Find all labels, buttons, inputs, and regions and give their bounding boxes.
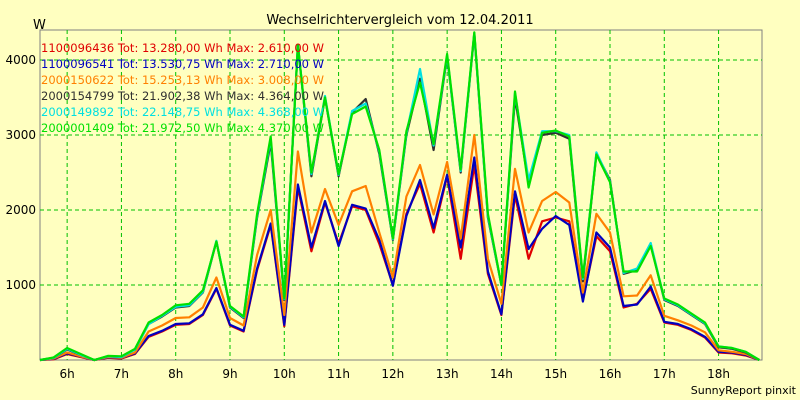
x-tick-label: 8h bbox=[168, 367, 183, 381]
y-tick-label: 3000 bbox=[5, 128, 36, 142]
x-tick-label: 7h bbox=[114, 367, 129, 381]
x-tick-label: 18h bbox=[707, 367, 730, 381]
legend-entry-2000150622: 2000150622 Tot: 15.253,13 Wh Max: 3.008,… bbox=[41, 73, 324, 87]
y-tick-label: 2000 bbox=[5, 203, 36, 217]
x-tick-label: 13h bbox=[436, 367, 459, 381]
x-tick-label: 12h bbox=[381, 367, 404, 381]
legend-entry-2000149892: 2000149892 Tot: 22.148,75 Wh Max: 4.368,… bbox=[41, 105, 324, 119]
x-tick-label: 6h bbox=[60, 367, 75, 381]
series-line-2000150622 bbox=[39, 133, 760, 362]
x-tick-label: 14h bbox=[490, 367, 513, 381]
series-line-1100096541 bbox=[39, 156, 760, 362]
legend-entry-1100096436: 1100096436 Tot: 13.280,00 Wh Max: 2.610,… bbox=[41, 41, 324, 55]
x-tick-label: 11h bbox=[327, 367, 350, 381]
y-tick-label: 4000 bbox=[5, 53, 36, 67]
x-tick-label: 16h bbox=[599, 367, 622, 381]
series-line-2000001409 bbox=[39, 31, 760, 362]
x-tick-label: 10h bbox=[273, 367, 296, 381]
x-tick-label: 15h bbox=[544, 367, 567, 381]
axes: 1000 2000 3000 4000 6h 7h 8h 9h 10h 11h 12h 13h 14h 1… bbox=[5, 53, 730, 381]
plot-area bbox=[39, 29, 763, 361]
legend-entry-2000154799: 2000154799 Tot: 21.902,38 Wh Max: 4.364,… bbox=[41, 89, 324, 103]
legend: 1100096436 Tot: 13.280,00 Wh Max: 2.610,… bbox=[41, 41, 324, 135]
x-tick-label: 17h bbox=[653, 367, 676, 381]
x-tick-label: 9h bbox=[222, 367, 237, 381]
chart-title: Wechselrichtervergleich vom 12.04.2011 bbox=[266, 13, 533, 28]
legend-entry-1100096541: 1100096541 Tot: 13.530,75 Wh Max: 2.710,… bbox=[41, 57, 324, 71]
footer-credit: SunnyReport pinxit bbox=[691, 384, 797, 397]
series-group bbox=[39, 31, 760, 362]
legend-entry-2000001409: 2000001409 Tot: 21.972,50 Wh Max: 4.370,… bbox=[41, 121, 324, 135]
y-axis-label: W bbox=[33, 18, 46, 33]
y-tick-label: 1000 bbox=[5, 278, 36, 292]
